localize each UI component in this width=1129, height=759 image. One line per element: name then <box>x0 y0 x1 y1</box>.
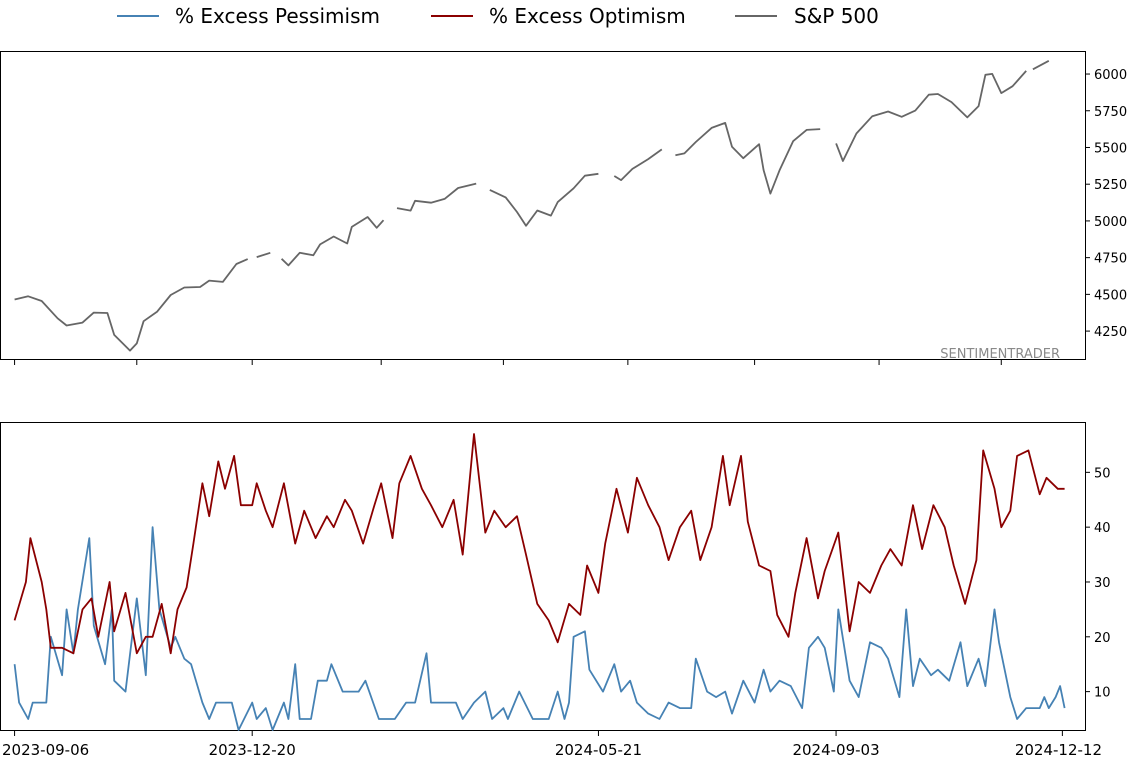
x-tick-label: 2023-12-20 <box>209 741 296 759</box>
series-line-segment <box>835 70 1027 162</box>
y-tick-label: 50 <box>1094 466 1111 481</box>
sp500-series <box>14 60 1050 352</box>
series-line-segment <box>256 251 271 258</box>
legend-label-spx: S&P 500 <box>794 4 879 28</box>
y-tick-label: 5000 <box>1094 215 1127 230</box>
x-tick-label: 2023-09-06 <box>2 741 89 759</box>
series-line-segment <box>14 258 249 352</box>
sentiment-x-axis: 2023-09-06 2023-12-20 2024-05-21 2024-09-03… <box>2 730 1102 759</box>
x-tick-label: 2024-05-21 <box>555 741 642 759</box>
sentiment-line-1 <box>13 433 1065 655</box>
y-tick-label: 4500 <box>1094 288 1127 303</box>
sentiment-y-axis: 10 20 30 40 50 <box>1085 466 1111 701</box>
legend-label-optimism: % Excess Optimism <box>489 4 686 28</box>
sp500-panel-frame <box>0 51 1086 360</box>
watermark: SENTIMENTRADER <box>940 347 1060 362</box>
series-line-segment <box>280 216 385 267</box>
y-tick-label: 6000 <box>1094 68 1127 83</box>
y-tick-label: 20 <box>1094 631 1111 646</box>
sp500-line-0 <box>14 60 1050 352</box>
y-tick-label: 5250 <box>1094 178 1127 193</box>
series-line-segment <box>489 172 599 227</box>
sentiment-series <box>13 433 1066 731</box>
sp500-panel: 4250 4500 4750 5000 5250 5500 5750 6000 SENTIME… <box>0 51 1127 365</box>
series-line-segment <box>396 182 477 212</box>
y-tick-label: 5500 <box>1094 141 1127 156</box>
legend-label-pessimism: % Excess Pessimism <box>175 4 380 28</box>
sentiment-panel: 10 20 30 40 50 2023-09-06 2023-12-20 2024-05-2… <box>0 422 1111 759</box>
sentiment-line-0 <box>13 526 1066 731</box>
series-line-segment <box>1032 60 1050 71</box>
y-tick-label: 5750 <box>1094 105 1127 120</box>
x-tick-label: 2024-09-03 <box>792 741 879 759</box>
y-tick-label: 10 <box>1094 686 1111 701</box>
series-line-segment <box>675 122 821 195</box>
y-tick-label: 4750 <box>1094 252 1127 267</box>
y-tick-label: 30 <box>1094 576 1111 591</box>
series-line-segment <box>13 433 1065 655</box>
y-tick-label: 40 <box>1094 521 1111 536</box>
legend: % Excess Pessimism % Excess Optimism S&P… <box>117 4 879 28</box>
sentiment-panel-frame <box>0 422 1086 731</box>
x-tick-label: 2024-12-12 <box>1015 741 1102 759</box>
y-tick-label: 4250 <box>1094 325 1127 340</box>
series-line-segment <box>613 148 663 182</box>
sp500-y-axis: 4250 4500 4750 5000 5250 5500 5750 6000 <box>1085 68 1127 340</box>
sp500-x-tick-marks <box>14 359 1002 365</box>
series-line-segment <box>13 526 1066 731</box>
